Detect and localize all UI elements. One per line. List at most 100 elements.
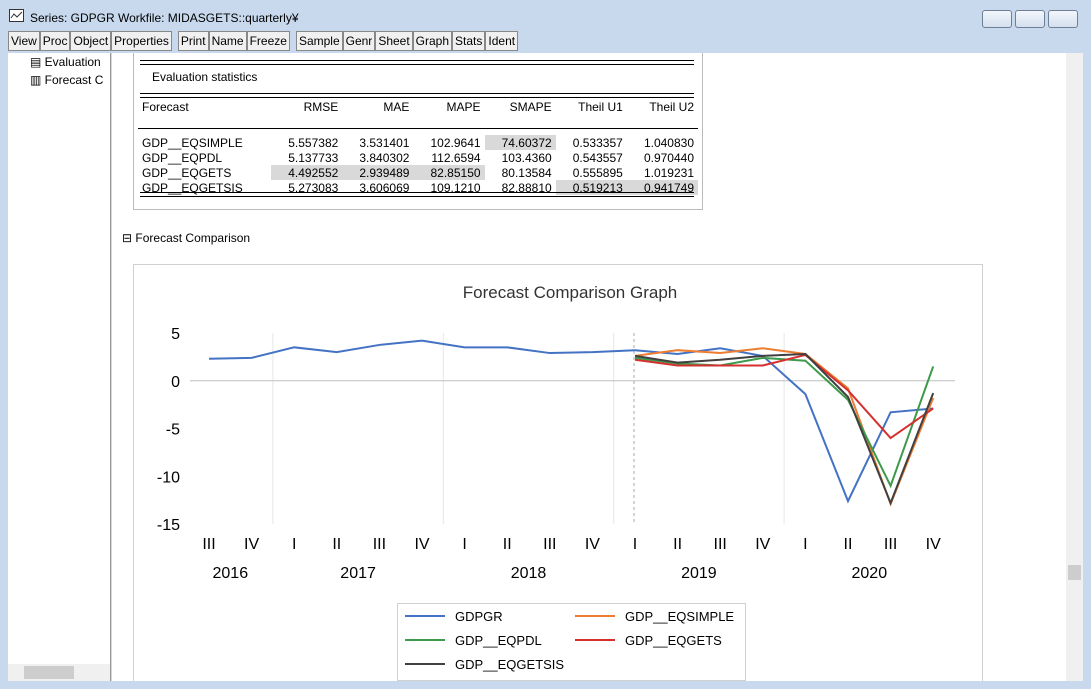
cell: 1.019231 <box>643 165 694 180</box>
cell: 5.273083 <box>288 180 339 195</box>
tree-label[interactable]: Forecast C <box>44 73 104 87</box>
x-tick-label: IV <box>414 536 429 553</box>
stats-table: Forecast RMSE MAE MAPE SMAPE Theil U1 Theil U2… <box>138 99 698 195</box>
x-tick-label: III <box>202 536 215 553</box>
vertical-scrollbar[interactable] <box>1066 53 1083 681</box>
cell: 74.60372 <box>484 135 556 150</box>
toolbar-button[interactable]: Sample <box>295 31 343 51</box>
toolbar-button[interactable]: Genr <box>342 31 376 51</box>
toolbar-button[interactable]: View <box>8 31 40 51</box>
x-tick-label: IV <box>926 536 941 553</box>
x-tick-label: II <box>673 536 682 553</box>
x-tick-label: IV <box>244 536 259 553</box>
cell: 3.606069 <box>359 180 410 195</box>
tree-item[interactable]: ▤ Evaluation <box>30 55 101 69</box>
toolbar-button[interactable]: Object <box>70 31 112 51</box>
cell: 0.519213 <box>555 180 627 195</box>
cell: 3.840302 <box>359 150 410 165</box>
cell: 109.1210 <box>430 180 481 195</box>
legend-label: GDP__EQGETSIS <box>455 657 564 672</box>
cell: 103.4360 <box>501 150 552 165</box>
row: GDP__EQPDL 5.137733 3.840302 112.6594 103.43… <box>138 150 698 165</box>
x-tick-label: II <box>844 536 853 553</box>
header-cell: Theil U1 <box>578 99 623 114</box>
cell: 3.531401 <box>359 135 410 150</box>
scroll-thumb[interactable] <box>1068 565 1081 580</box>
cell: GDP__EQGETSIS <box>142 180 243 195</box>
series-line <box>634 352 935 506</box>
cell: 1.040830 <box>643 135 694 150</box>
y-tick-label: -10 <box>157 469 180 486</box>
toolbar-button[interactable]: Ident <box>485 31 519 51</box>
cell: 80.13584 <box>501 165 552 180</box>
close-button[interactable] <box>1048 10 1078 28</box>
window-icon <box>9 9 24 22</box>
row: GDP__EQSIMPLE 5.557382 3.531401 102.9641 74.… <box>138 135 698 150</box>
cell: 102.9641 <box>430 135 481 150</box>
x-tick-label: II <box>503 536 512 553</box>
legend-label: GDPGR <box>455 609 503 624</box>
row: GDP__EQGETS 4.492552 2.939489 82.85150 80.13… <box>138 165 698 180</box>
header-cell: Forecast <box>142 99 189 114</box>
x-tick-label: IV <box>585 536 600 553</box>
toolbar-button[interactable]: Print <box>177 31 209 51</box>
rule <box>140 93 694 98</box>
y-tick-label: -15 <box>157 517 180 534</box>
rule <box>140 192 694 197</box>
cell: 5.557382 <box>288 135 339 150</box>
x-tick-label: III <box>543 536 556 553</box>
toolbar: View Proc Object Properties Print Name Freeze S… <box>8 31 519 51</box>
cell: 82.85150 <box>413 165 485 180</box>
section-header[interactable]: ⊟ Forecast Comparison <box>122 231 251 245</box>
content-pane: Evaluation statistics Forecast RMSE MAE MAP… <box>112 53 1066 681</box>
cell: 0.533357 <box>572 135 623 150</box>
rule <box>140 60 694 65</box>
table-title: Evaluation statistics <box>152 70 258 84</box>
table-frame: Evaluation statistics Forecast RMSE MAE MAP… <box>133 53 703 210</box>
toolbar-button[interactable]: Proc <box>39 31 71 51</box>
row: GDP__EQGETSIS 5.273083 3.606069 109.1210 82.… <box>138 180 698 195</box>
x-tick-label: IV <box>755 536 770 553</box>
toolbar-button[interactable]: Properties <box>111 31 172 51</box>
series-line <box>634 353 934 440</box>
header-row: Forecast RMSE MAE MAPE SMAPE Theil U1 Theil U2 <box>138 99 698 114</box>
toolbar-button[interactable]: Sheet <box>375 31 413 51</box>
x-tick-label: I <box>633 536 637 553</box>
tree-label[interactable]: Evaluation <box>44 55 101 69</box>
y-tick-label: 5 <box>171 326 180 343</box>
legend-label: GDP__EQSIMPLE <box>625 609 734 624</box>
toolbar-button[interactable]: Stats <box>452 31 486 51</box>
cell: 5.137733 <box>288 150 339 165</box>
x-tick-label: III <box>884 536 897 553</box>
header-cell: MAE <box>383 99 410 114</box>
scroll-thumb[interactable] <box>24 666 74 679</box>
toolbar-button[interactable]: Name <box>208 31 247 51</box>
series-line <box>208 339 934 504</box>
cell: 0.970440 <box>643 150 694 165</box>
cell: GDP__EQSIMPLE <box>142 135 243 150</box>
x-tick-label: I <box>803 536 807 553</box>
minimize-button[interactable] <box>982 10 1012 28</box>
cell: 4.492552 <box>271 165 343 180</box>
cell: 112.6594 <box>431 150 481 165</box>
x-group-label: 2018 <box>511 565 547 582</box>
title-bar: Series: GDPGR Workfile: MIDASGETS::quart… <box>0 0 1091 30</box>
x-tick-label: II <box>332 536 341 553</box>
y-tick-label: -5 <box>166 422 180 439</box>
x-tick-label: III <box>373 536 386 553</box>
cell: GDP__EQPDL <box>142 150 223 165</box>
tree-item[interactable]: ▥ Forecast C <box>30 73 104 87</box>
legend-box <box>397 603 746 681</box>
section-label: Forecast Comparison <box>135 231 251 245</box>
cell: GDP__EQGETS <box>142 165 232 180</box>
horizontal-scrollbar[interactable] <box>8 664 110 681</box>
tree-pane: ▤ Evaluation ▥ Forecast C <box>8 53 111 681</box>
maximize-button[interactable] <box>1015 10 1045 28</box>
toolbar-button[interactable]: Graph <box>412 31 453 51</box>
header-cell: Theil U2 <box>649 99 694 114</box>
x-tick-label: III <box>714 536 727 553</box>
toolbar-button[interactable]: Freeze <box>246 31 290 51</box>
legend-label: GDP__EQPDL <box>455 633 542 648</box>
